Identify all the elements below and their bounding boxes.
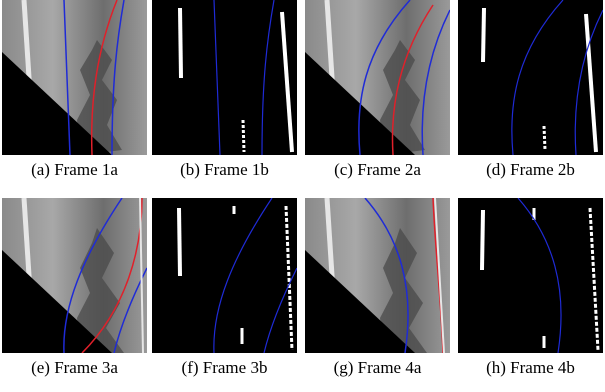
panel-frame-2a: (c) Frame 2a	[305, 0, 450, 194]
panel-frame-4a: (g) Frame 4a	[305, 198, 450, 392]
panel-frame-3a: (e) Frame 3a	[2, 198, 147, 392]
frame-1a-image	[2, 0, 147, 155]
caption-frame-2a: (c) Frame 2a	[334, 160, 421, 179]
panel-frame-3b: (f) Frame 3b	[152, 198, 297, 392]
caption-frame-2b: (d) Frame 2b	[486, 160, 575, 179]
caption-frame-3a: (e) Frame 3a	[31, 358, 118, 377]
caption-frame-4a: (g) Frame 4a	[333, 358, 422, 377]
frame-4a-image	[305, 198, 450, 353]
caption-frame-1b: (b) Frame 1b	[180, 160, 269, 179]
panel-frame-1a: (a) Frame 1a	[2, 0, 147, 194]
caption-frame-1a: (a) Frame 1a	[31, 160, 118, 179]
panel-frame-1b: (b) Frame 1b	[152, 0, 297, 194]
frame-2b-image	[458, 0, 603, 155]
caption-frame-3b: (f) Frame 3b	[181, 358, 268, 377]
frame-2a-image	[305, 0, 450, 155]
panel-frame-4b: (h) Frame 4b	[458, 198, 603, 392]
frame-1b-image	[152, 0, 297, 155]
panel-frame-2b: (d) Frame 2b	[458, 0, 603, 194]
frame-3a-image	[2, 198, 147, 353]
frame-3b-image	[152, 198, 297, 353]
frame-4b-image	[458, 198, 603, 353]
caption-frame-4b: (h) Frame 4b	[486, 358, 575, 377]
